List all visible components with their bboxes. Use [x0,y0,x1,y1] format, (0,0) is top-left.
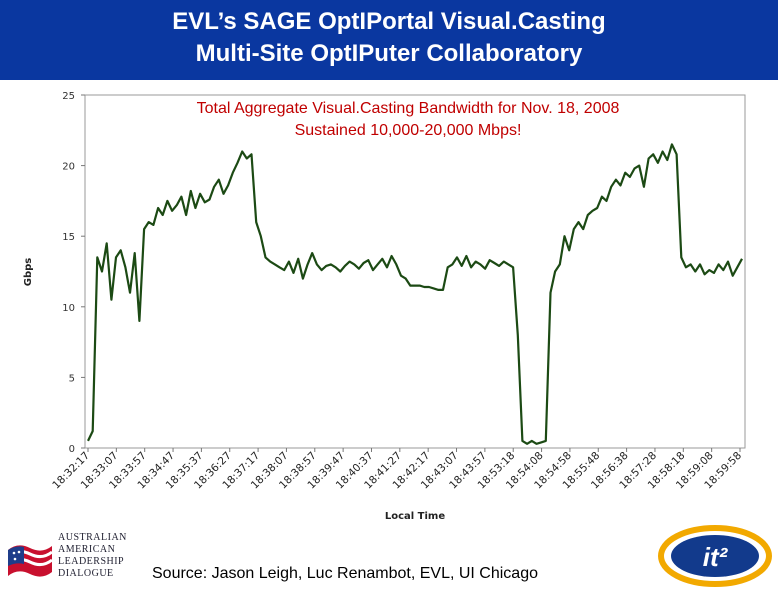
title-line-2: Multi-Site OptIPuter Collaboratory [195,40,583,67]
y-axis-label: Gbps [23,258,34,287]
aald-line-2: AMERICAN [58,544,116,555]
chart-subtitle: Sustained 10,000-20,000 Mbps! [294,122,522,139]
aald-line-3: LEADERSHIP [58,556,125,567]
y-tick-label: 20 [62,162,75,173]
it2-logo-text: it² [703,542,729,572]
y-tick-label: 25 [62,91,75,102]
y-tick-label: 0 [69,444,75,455]
aald-flag-logo-icon [7,545,53,577]
chart-title: Total Aggregate Visual.Casting Bandwidth… [196,100,620,117]
aald-line-4: DIALOGUE [58,568,114,579]
y-axis: 0 5 10 15 20 25 [62,91,85,455]
aald-logo-text: AUSTRALIAN AMERICAN LEADERSHIP DIALOGUE [58,532,127,580]
y-tick-label: 5 [69,373,75,384]
title-line-1: EVL’s SAGE OptIPortal Visual.Casting [172,8,606,35]
it2-logo-icon: it² [658,525,772,587]
source-caption: Source: Jason Leigh, Luc Renambot, EVL, … [152,565,538,582]
y-tick-label: 15 [62,232,75,243]
chart-title-block: Total Aggregate Visual.Casting Bandwidth… [98,98,718,142]
plot-area [84,94,746,449]
y-tick-label: 10 [62,303,75,314]
x-axis: 18:32:1718:33:0718:33:5718:34:4718:35:37… [50,448,744,491]
aald-line-1: AUSTRALIAN [58,532,127,543]
title-banner: EVL’s SAGE OptIPortal Visual.Casting Mul… [0,0,778,80]
bandwidth-series-line [87,143,743,445]
x-axis-label: Local Time [385,511,445,522]
bandwidth-chart: 0 5 10 15 20 25 18:32:1718:33:0718:33:5718:34… [23,91,746,522]
